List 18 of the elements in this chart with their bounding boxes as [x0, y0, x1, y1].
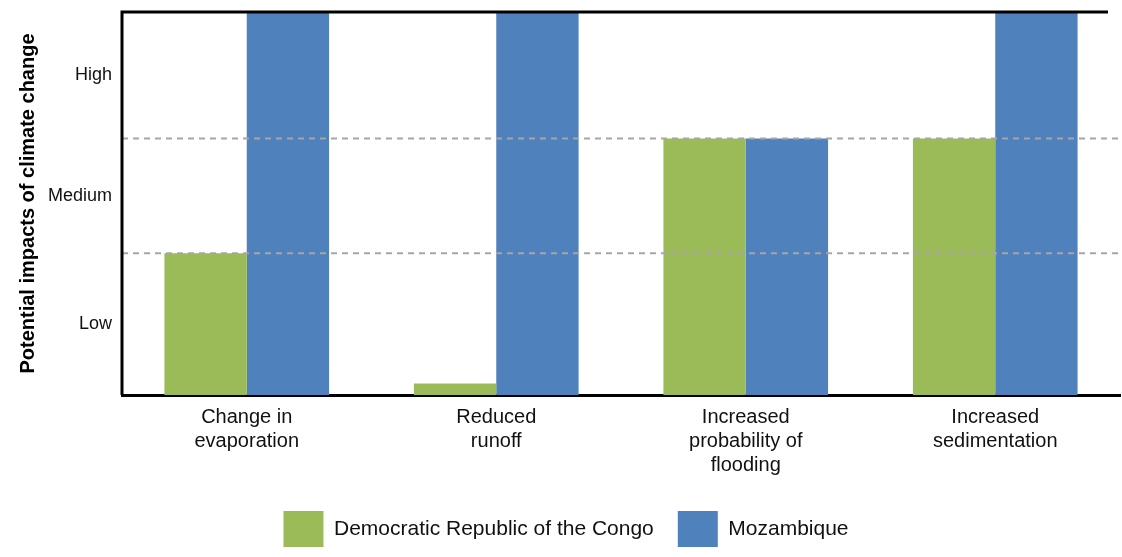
text: Low — [78, 313, 113, 334]
legend-label: Democratic Republic of the Congo — [333, 515, 654, 539]
bar — [164, 253, 247, 395]
text: Medium — [47, 184, 112, 205]
bar — [496, 12, 579, 395]
legend-label: Mozambique — [728, 515, 849, 539]
bar — [995, 12, 1078, 395]
x-tick-label: Reduced runoff — [456, 404, 537, 451]
bar — [246, 12, 330, 395]
bar — [912, 138, 996, 395]
bar — [413, 383, 497, 395]
y-axis-title: Potential impacts of climate change — [15, 33, 38, 374]
bar — [745, 138, 829, 395]
bar — [663, 138, 746, 395]
x-tick-label: Increased sedimentation — [932, 404, 1058, 451]
text: High — [74, 64, 112, 85]
x-tick-label: Change in evaporation — [194, 404, 300, 451]
x-tick-label: Increased probability of flooding — [689, 404, 803, 475]
